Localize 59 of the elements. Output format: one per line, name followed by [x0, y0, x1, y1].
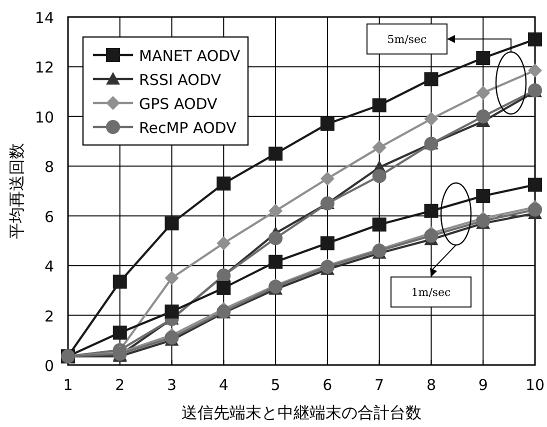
x-tick-label: 2 [115, 376, 125, 394]
point [216, 280, 231, 295]
point [112, 326, 127, 340]
point [268, 146, 283, 161]
point [268, 254, 283, 269]
x-tick-label: 8 [426, 376, 436, 394]
point [320, 172, 334, 186]
point [528, 63, 542, 78]
point [528, 202, 542, 217]
point [476, 188, 490, 203]
point [216, 236, 231, 250]
x-tick-label: 9 [478, 376, 488, 394]
point [372, 140, 386, 154]
x-tick-label: 7 [374, 376, 384, 394]
legend-label: GPS AODV [139, 95, 218, 113]
point [372, 98, 386, 112]
point [268, 231, 283, 246]
y-tick-label: 4 [44, 258, 54, 276]
x-tick-label: 10 [525, 376, 545, 394]
point [320, 236, 334, 250]
point [424, 204, 438, 218]
x-tick-label: 4 [218, 376, 228, 394]
annotation: 5m/sec [387, 33, 427, 46]
point [164, 271, 179, 285]
point [424, 228, 438, 243]
y-tick-label: 0 [44, 357, 54, 375]
legend-label: RecMP AODV [139, 119, 238, 137]
point [424, 72, 438, 86]
point [528, 178, 542, 192]
x-tick-label: 1 [63, 376, 73, 394]
x-axis-title: 送信先端末と中継端末の合計台数 [182, 403, 422, 422]
point [372, 218, 386, 232]
point [268, 204, 283, 218]
x-tick-label: 5 [270, 376, 280, 394]
point [112, 274, 127, 289]
x-tick-label: 3 [167, 376, 177, 394]
y-tick-label: 2 [44, 307, 54, 326]
point [164, 304, 179, 319]
y-tick-label: 12 [34, 58, 54, 77]
x-tick-label: 6 [322, 376, 332, 394]
legend-label: RSSI AODV [139, 71, 222, 89]
point [476, 109, 490, 124]
annotation: 1m/sec [411, 286, 451, 299]
y-axis-title: 平均再送回数 [7, 143, 26, 239]
point [476, 86, 490, 100]
point [476, 51, 490, 66]
point [164, 330, 179, 345]
point [528, 32, 542, 46]
point [372, 169, 386, 184]
point [216, 176, 231, 191]
point [476, 214, 490, 228]
point [320, 116, 334, 131]
y-tick-label: 10 [34, 108, 54, 126]
point [164, 216, 179, 230]
y-tick-label: 8 [44, 158, 54, 176]
y-tick-label: 14 [34, 9, 54, 27]
y-tick-label: 6 [44, 208, 54, 226]
point [424, 112, 438, 126]
legend-label: MANET AODV [139, 47, 241, 65]
